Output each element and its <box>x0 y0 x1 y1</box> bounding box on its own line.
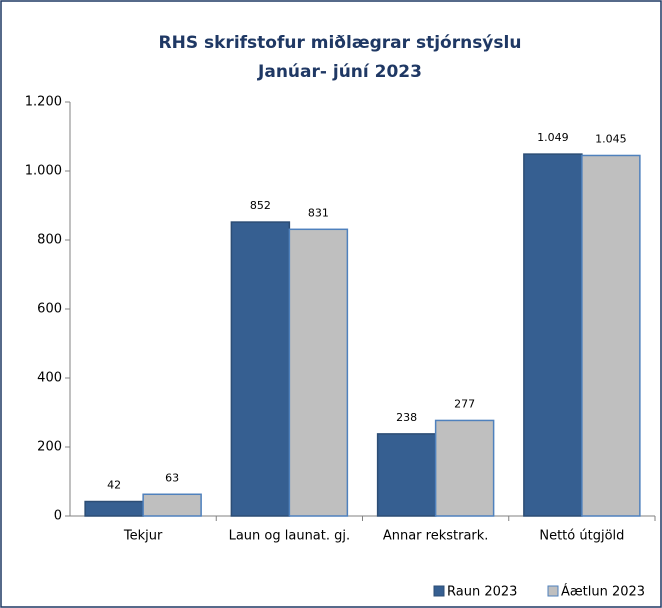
bar <box>142 493 202 517</box>
legend-label: Áætlun 2023 <box>561 584 645 600</box>
y-tick-label: 200 <box>37 440 62 455</box>
x-tick-label: Tekjur <box>123 529 163 544</box>
bar <box>288 228 349 517</box>
legend-swatch <box>547 585 559 597</box>
bar <box>376 433 437 517</box>
y-tick-label: 600 <box>37 302 62 317</box>
y-tick-label: 1.200 <box>25 95 62 110</box>
y-tick-label: 0 <box>54 509 62 524</box>
value-label: 1.049 <box>537 131 569 144</box>
bar <box>84 500 144 517</box>
value-label: 1.045 <box>595 132 627 145</box>
value-label: 238 <box>396 411 417 424</box>
value-label: 63 <box>165 471 179 484</box>
bar <box>581 154 641 517</box>
chart-subtitle: Janúar- júní 2023 <box>257 62 422 82</box>
x-tick-label: Laun og launat. gj. <box>229 529 351 544</box>
bar <box>523 153 583 517</box>
value-label: 852 <box>250 199 271 212</box>
legend-swatch <box>433 585 445 597</box>
value-label: 277 <box>454 397 475 410</box>
chart-title: RHS skrifstofur miðlægrar stjórnsýslu <box>159 33 522 53</box>
legend-label: Raun 2023 <box>447 585 517 600</box>
value-label: 831 <box>308 206 329 219</box>
bar <box>230 221 291 517</box>
bar <box>434 419 495 517</box>
value-label: 42 <box>107 479 121 492</box>
y-tick-label: 400 <box>37 371 62 386</box>
x-tick-label: Nettó útgjöld <box>539 529 624 544</box>
x-tick-label: Annar rekstrark. <box>383 529 489 544</box>
y-tick-label: 1.000 <box>25 164 62 179</box>
y-tick-label: 800 <box>37 233 62 248</box>
